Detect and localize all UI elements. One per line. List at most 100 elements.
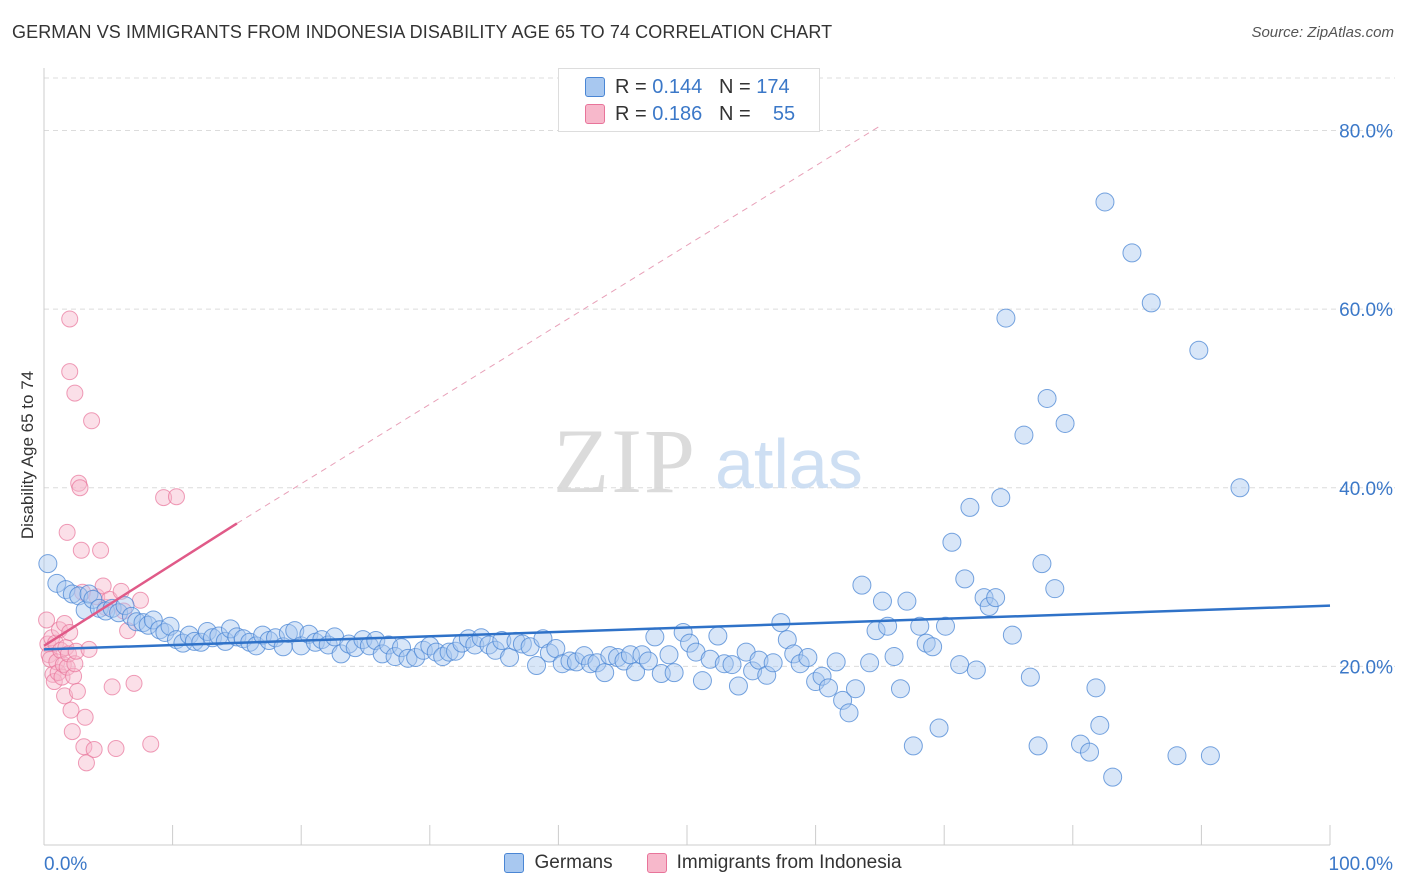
germans-point [664,663,684,683]
germans-point [700,649,720,669]
y-tick-label: 80.0% [1339,122,1393,143]
germans-point [500,647,520,667]
indonesia-point [66,655,84,673]
watermark-zip: ZIP [553,410,697,512]
germans-point [966,660,986,680]
legend-r-value: 0.144 [652,75,703,98]
germans-label: Germans [534,852,613,873]
germans-point [763,653,783,673]
germans-point [1167,746,1187,766]
watermark: ZIP atlas [553,410,863,512]
indonesia-point [72,541,90,559]
germans-point [826,652,846,672]
germans-point [757,665,777,685]
y-tick-label: 40.0% [1339,479,1393,500]
indonesia-point [66,384,84,402]
indonesia-point [71,479,89,497]
germans-point [512,634,532,654]
germans-point [1103,767,1123,787]
legend-n-value: 55 [772,102,796,125]
germans-point [714,654,734,674]
legend-swatch-indonesia [585,104,605,124]
indonesia-point [68,682,86,700]
germans-point [197,622,217,642]
source-label: Source: ZipAtlas.com [1251,24,1394,41]
indonesia-point [85,740,103,758]
germans-point [960,497,980,517]
legend-row-indonesia: R = 0.186 N = 55 [585,101,795,127]
germans-point [638,651,658,671]
germans-point [955,569,975,589]
axes [43,68,1331,846]
germans-point [996,308,1016,328]
germans-point [115,596,135,616]
watermark-atlas: atlas [715,425,863,503]
germans-point [1032,554,1052,574]
indonesia-point [167,488,185,506]
germans-point [600,646,620,666]
legend-r-label: R = [615,102,647,125]
germans-point [784,644,804,664]
germans-point [227,627,247,647]
legend-r-label: R = [615,75,647,98]
germans-point [626,662,646,682]
germans-point [1189,340,1209,360]
germans-point [790,654,810,674]
indonesia-point [76,708,94,726]
germans-swatch [504,853,525,873]
indonesia-swatch [646,853,667,873]
germans-point [860,653,880,673]
indonesia-point [125,674,143,692]
germans-point [1002,625,1022,645]
germans-point [220,619,240,639]
germans-point [1230,478,1250,498]
indonesia-point [142,735,160,753]
germans-point [560,651,580,671]
germans-point [1086,678,1106,698]
legend-r-value: 0.186 [652,102,703,125]
germans-point [852,575,872,595]
germans-point [986,588,1006,608]
indonesia-point [131,591,149,609]
germans-trend-line [43,604,1331,651]
indonesia-point [107,740,125,758]
indonesia-point [77,754,95,772]
germans-point [492,630,512,650]
indonesia-point [56,687,74,705]
germans-point [1122,243,1142,263]
indonesia-trend-extension [236,125,881,524]
germans-point [150,620,170,640]
germans-point [1090,715,1110,735]
germans-point [1200,746,1220,766]
germans-point [910,616,930,636]
indonesia-point [61,310,79,328]
germans-point [692,671,712,691]
germans-point [79,584,99,604]
indonesia-point [63,723,81,741]
germans-point [659,645,679,665]
germans-point [890,679,910,699]
germans-point [552,654,572,674]
germans-point [833,690,853,710]
series-legend-indonesia: Immigrants from Indonesia [646,852,902,874]
germans-point [645,627,665,647]
germans-point [1080,742,1100,762]
germans-point [446,641,466,661]
tick-labels: 20.0% 40.0% 60.0% 80.0% 0.0% 100.0% [44,122,1393,875]
germans-point [1141,293,1161,313]
germans-point [392,638,412,658]
germans-point [818,678,838,698]
y-axis-label: Disability Age 65 to 74 [18,371,37,539]
trend-lines [43,125,1331,651]
legend-n-label: N = [718,75,751,98]
germans-point [903,736,923,756]
germans-point [923,637,943,657]
germans-point [1020,667,1040,687]
germans-point [121,606,141,626]
germans-point [777,630,797,650]
germans-point [127,612,147,632]
indonesia-point [155,489,173,507]
germans-point [299,624,319,644]
germans-point [942,532,962,552]
germans-point [708,626,728,646]
